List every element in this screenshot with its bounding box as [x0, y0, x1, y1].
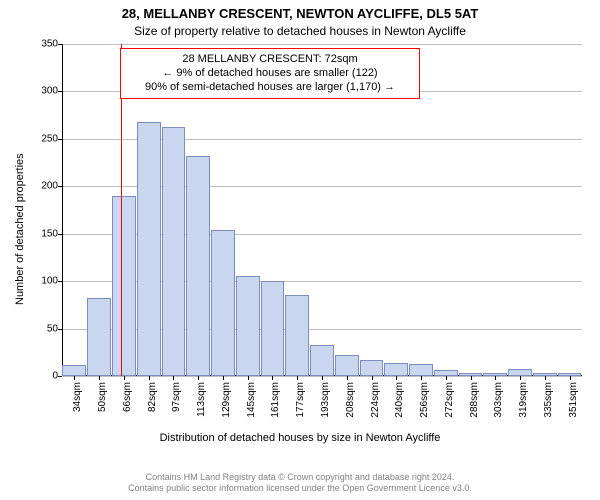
copyright-line-2: Contains public sector information licen… — [0, 483, 600, 494]
x-tick-label: 351sqm — [568, 382, 579, 418]
x-tick-label: 240sqm — [394, 382, 405, 418]
histogram-bar — [310, 345, 334, 376]
y-tick-label: 250 — [41, 133, 62, 144]
x-tick-label: 256sqm — [419, 382, 430, 418]
x-tick — [74, 376, 75, 380]
annotation-line-1: 28 MELLANBY CRESCENT: 72sqm — [129, 53, 411, 67]
annotation-line-2: ← 9% of detached houses are smaller (122… — [129, 67, 411, 81]
histogram-bar — [62, 365, 86, 376]
y-tick-label: 200 — [41, 181, 62, 192]
x-tick-label: 319sqm — [518, 382, 529, 418]
histogram-bar — [384, 363, 408, 376]
y-tick-label: 150 — [41, 228, 62, 239]
y-tick-label: 300 — [41, 86, 62, 97]
x-tick — [495, 376, 496, 380]
x-tick — [248, 376, 249, 380]
y-tick-label: 100 — [41, 276, 62, 287]
figure-container: 28, MELLANBY CRESCENT, NEWTON AYCLIFFE, … — [0, 0, 600, 500]
y-tick-label: 0 — [52, 371, 62, 382]
histogram-bar — [360, 360, 384, 376]
x-tick-label: 34sqm — [72, 382, 83, 412]
figure-subtitle: Size of property relative to detached ho… — [0, 24, 600, 38]
histogram-bar — [335, 355, 359, 376]
x-tick — [223, 376, 224, 380]
x-tick — [99, 376, 100, 380]
x-axis-label: Distribution of detached houses by size … — [0, 432, 600, 444]
x-tick-label: 50sqm — [97, 382, 108, 412]
x-tick-label: 272sqm — [444, 382, 455, 418]
histogram-bar — [186, 156, 210, 376]
histogram-bar — [162, 127, 186, 376]
histogram-bar — [137, 122, 161, 376]
histogram-bar — [236, 276, 260, 376]
x-tick-label: 82sqm — [147, 382, 158, 412]
x-tick — [545, 376, 546, 380]
x-tick-label: 97sqm — [171, 382, 182, 412]
x-tick-label: 177sqm — [295, 382, 306, 418]
histogram-bar — [409, 364, 433, 376]
x-tick — [347, 376, 348, 380]
x-tick — [322, 376, 323, 380]
x-tick — [124, 376, 125, 380]
x-tick-label: 288sqm — [469, 382, 480, 418]
annotation-box: 28 MELLANBY CRESCENT: 72sqm ← 9% of deta… — [120, 48, 420, 99]
chart-plot-area: 28 MELLANBY CRESCENT: 72sqm ← 9% of deta… — [62, 44, 582, 376]
x-tick — [297, 376, 298, 380]
x-tick — [471, 376, 472, 380]
histogram-bar — [211, 230, 235, 376]
x-tick-label: 161sqm — [270, 382, 281, 418]
histogram-bar — [285, 295, 309, 376]
copyright-text: Contains HM Land Registry data © Crown c… — [0, 472, 600, 494]
histogram-bar — [112, 196, 136, 376]
figure-title: 28, MELLANBY CRESCENT, NEWTON AYCLIFFE, … — [0, 6, 600, 21]
x-tick-label: 303sqm — [493, 382, 504, 418]
y-tick-label: 350 — [41, 39, 62, 50]
gridline — [63, 44, 582, 45]
x-tick-label: 193sqm — [320, 382, 331, 418]
x-tick — [149, 376, 150, 380]
histogram-bar — [87, 298, 111, 376]
x-tick — [421, 376, 422, 380]
x-tick-label: 113sqm — [196, 382, 207, 417]
x-tick-label: 335sqm — [543, 382, 554, 418]
histogram-bar — [261, 281, 285, 376]
x-tick — [570, 376, 571, 380]
x-tick-label: 145sqm — [246, 382, 257, 418]
y-axis-label: Number of detached properties — [14, 153, 26, 305]
x-tick — [396, 376, 397, 380]
x-tick-label: 129sqm — [221, 382, 232, 418]
x-tick — [446, 376, 447, 380]
x-tick — [173, 376, 174, 380]
y-tick-label: 50 — [47, 323, 62, 334]
x-tick-label: 66sqm — [122, 382, 133, 412]
x-tick — [272, 376, 273, 380]
x-tick — [520, 376, 521, 380]
histogram-bar — [508, 369, 532, 376]
x-tick — [372, 376, 373, 380]
y-axis-line — [62, 44, 63, 376]
x-tick-label: 208sqm — [345, 382, 356, 418]
copyright-line-1: Contains HM Land Registry data © Crown c… — [0, 472, 600, 483]
x-tick-label: 224sqm — [370, 382, 381, 418]
x-tick — [198, 376, 199, 380]
annotation-line-3: 90% of semi-detached houses are larger (… — [129, 81, 411, 95]
